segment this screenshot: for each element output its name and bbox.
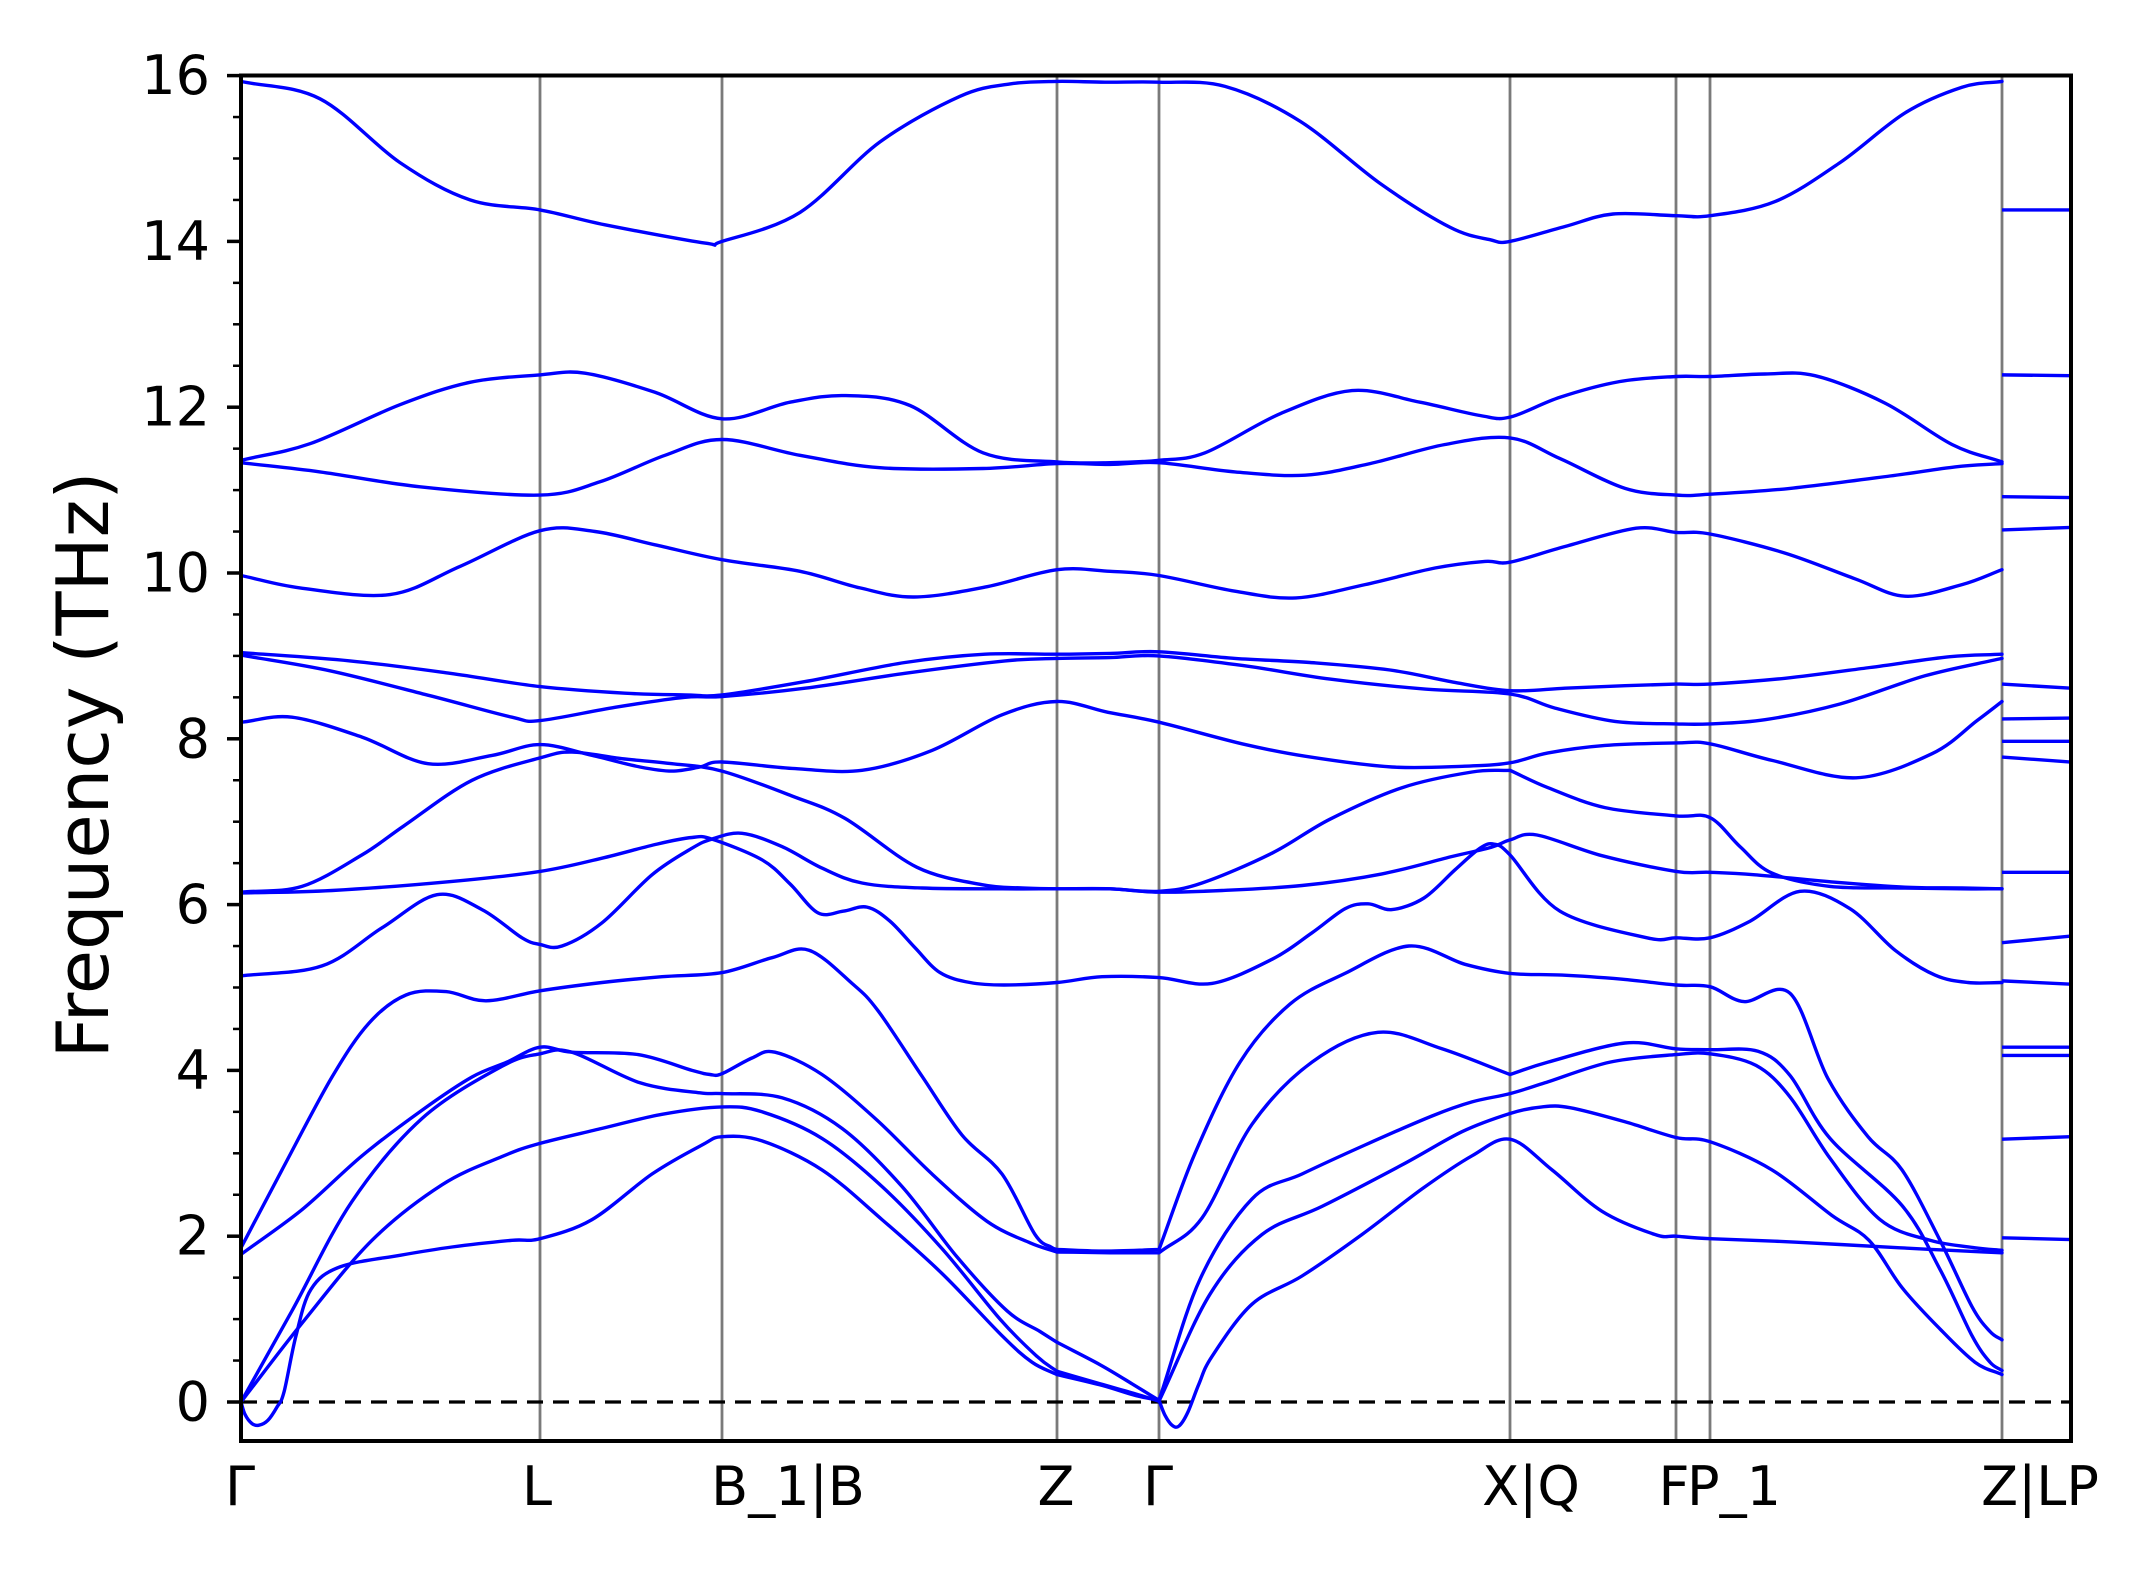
lp-band-13 — [2001, 495, 2072, 500]
kpoint-gridlines — [538, 75, 2004, 1441]
band-6 — [239, 831, 2004, 978]
band-1 — [239, 1134, 2004, 1429]
kpoint-label-Z|LP: Z|LP — [1981, 1455, 2099, 1518]
band-9 — [239, 699, 2004, 780]
band-15 — [239, 79, 2004, 247]
lp-band-11 — [2001, 682, 2072, 690]
y-tick-label-12: 12 — [141, 376, 210, 439]
band-8 — [239, 750, 2004, 894]
lp-band-2 — [2001, 1135, 2072, 1141]
kpoint-label-Z: Z — [1038, 1455, 1075, 1518]
x-axis-kpoint-labels: Γ L B_1|B Z Γ X|Q FP_1 Z|LP — [225, 1455, 2099, 1518]
y-axis-ticks — [227, 73, 241, 1404]
lp-band-12 — [2001, 525, 2072, 532]
y-tick-label-10: 10 — [141, 542, 210, 605]
band-7 — [239, 834, 2004, 987]
kpoint-label-X|Q: X|Q — [1482, 1455, 1580, 1518]
y-axis-title: Frequency (THz) — [41, 472, 125, 1059]
band-5 — [239, 944, 2004, 1342]
kpoint-label-B_1|B: B_1|B — [711, 1455, 865, 1518]
y-tick-label-8: 8 — [176, 707, 210, 770]
band-10 — [239, 653, 2004, 727]
lp-band-10 — [2001, 716, 2072, 721]
y-tick-label-2: 2 — [176, 1205, 210, 1268]
y-tick-label-0: 0 — [176, 1371, 210, 1434]
kpoint-label-F: F — [1658, 1455, 1689, 1518]
band-3 — [239, 1048, 2004, 1404]
phonon-bands — [239, 79, 2072, 1429]
axes-frame — [239, 73, 2073, 1443]
y-axis-tick-labels: 0 2 4 6 8 10 12 14 16 — [141, 44, 210, 1433]
lp-band-6 — [2001, 934, 2072, 945]
kpoint-label-L: L — [522, 1455, 552, 1518]
y-tick-label-14: 14 — [141, 210, 210, 273]
band-12 — [239, 525, 2004, 600]
band-11 — [239, 649, 2004, 698]
kpoint-label-P_1: P_1 — [1687, 1455, 1781, 1518]
band-4 — [239, 1030, 2004, 1373]
lp-band-5 — [2001, 979, 2072, 986]
kpoint-label-Γ: Γ — [225, 1455, 255, 1518]
y-tick-label-4: 4 — [176, 1039, 210, 1102]
lp-band-8 — [2001, 755, 2072, 764]
kpoint-label-Γ: Γ — [1143, 1455, 1173, 1518]
lp-band-1 — [2001, 1236, 2072, 1242]
lp-band-14 — [2001, 373, 2072, 378]
y-tick-label-16: 16 — [141, 44, 210, 107]
plot-border — [239, 73, 2073, 1443]
y-tick-label-6: 6 — [176, 873, 210, 936]
band-13 — [239, 435, 2004, 498]
band-14 — [239, 370, 2004, 465]
